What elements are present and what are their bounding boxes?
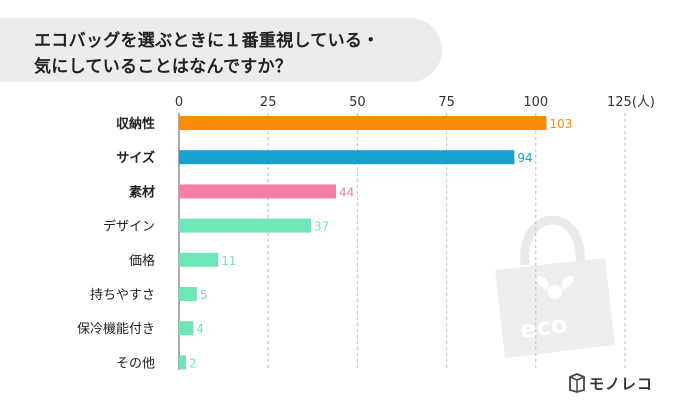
category-label: 保冷機能付き [77, 322, 155, 337]
bar [179, 355, 187, 370]
category-label: デザイン [103, 219, 155, 235]
x-tick-label: 0 [175, 95, 183, 110]
category-label: サイズ [116, 150, 155, 166]
bar [179, 321, 194, 336]
category-label: 収納性 [116, 116, 155, 132]
category-label: その他 [116, 356, 155, 371]
value-label: 103 [550, 117, 573, 131]
chart-title-line1: エコバッグを選ぶときに１番重視している・ [34, 31, 380, 51]
watermark-text: eco [519, 310, 569, 344]
title-banner: エコバッグを選ぶときに１番重視している・ 気にしていることはなんですか？ [0, 18, 442, 82]
category-label: 持ちやすさ [90, 288, 155, 303]
category-label: 素材 [129, 184, 155, 200]
value-label: 4 [196, 322, 204, 336]
bar [179, 150, 515, 165]
value-label: 94 [517, 151, 532, 165]
value-label: 5 [200, 288, 208, 302]
bar [179, 287, 197, 301]
category-label: 価格 [129, 253, 155, 269]
value-label: 2 [189, 356, 197, 370]
box-logo-icon [569, 373, 585, 393]
bar [179, 218, 312, 233]
x-tick-label: 100 [523, 95, 548, 110]
eco-bag-icon: eco [495, 215, 615, 358]
x-tick-label: 25 [260, 95, 277, 110]
x-tick-label: 125(人) [607, 95, 655, 110]
chart-title-line2: 気にしていることはなんですか？ [34, 57, 293, 77]
value-label: 37 [314, 220, 329, 234]
bar [179, 116, 547, 130]
value-label: 11 [221, 254, 236, 268]
value-label: 44 [339, 185, 354, 199]
x-tick-label: 50 [349, 95, 366, 110]
x-tick-label: 75 [438, 95, 455, 110]
bar [179, 252, 219, 267]
bar [179, 184, 336, 199]
brand-name: モノレコ [589, 375, 654, 393]
